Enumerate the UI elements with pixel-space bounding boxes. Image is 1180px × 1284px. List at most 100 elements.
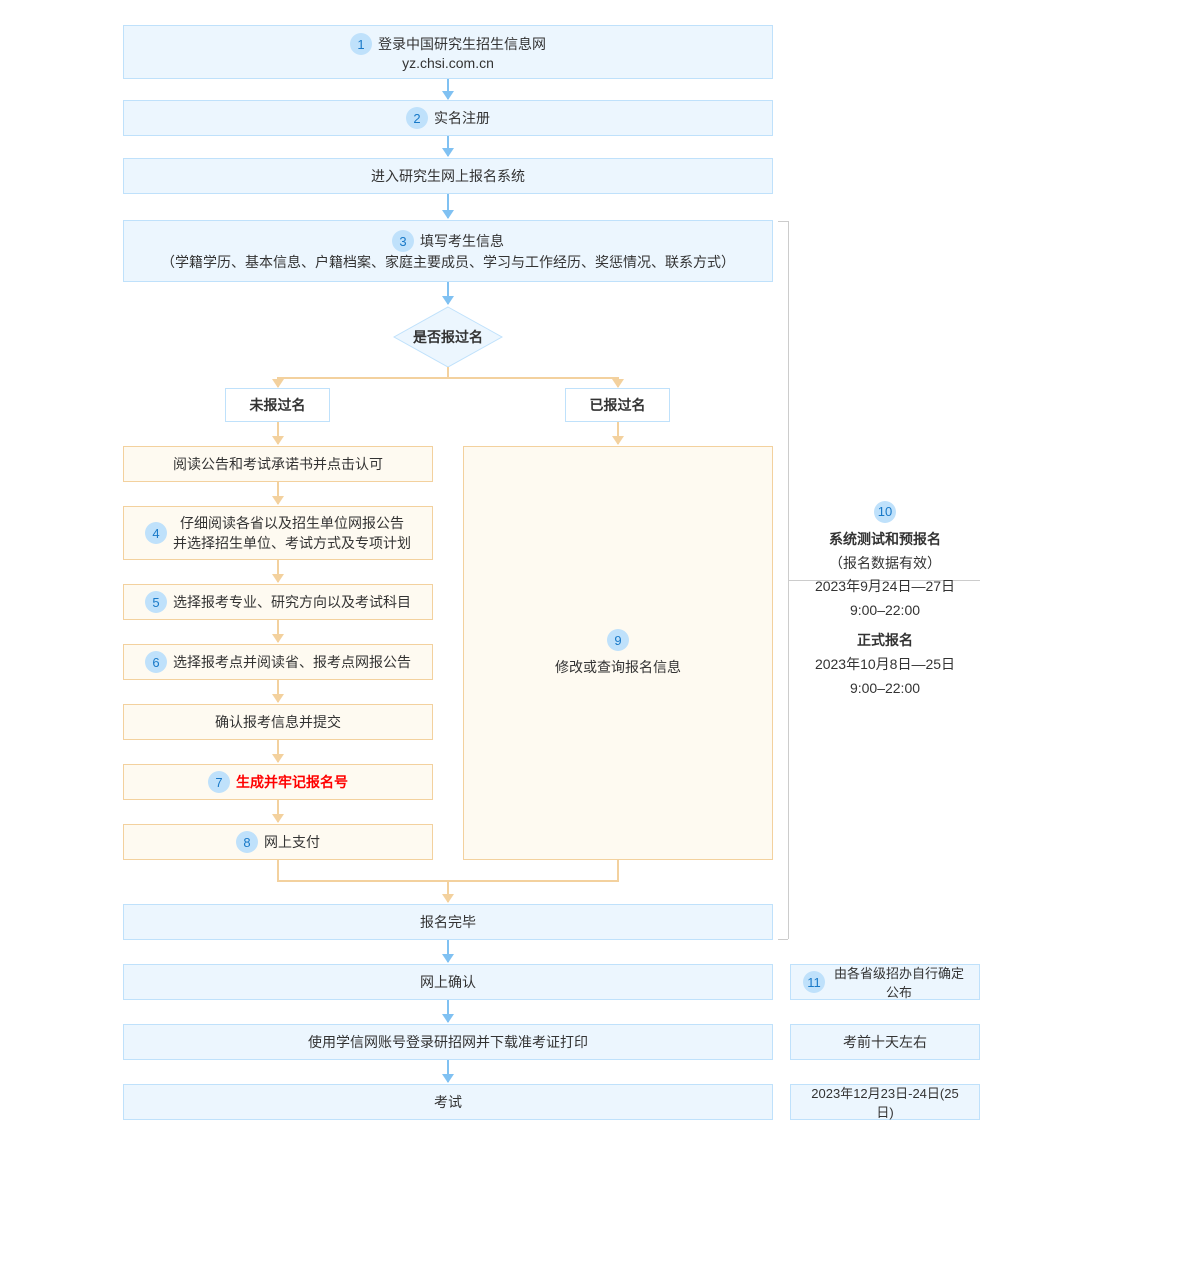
step-7-row: 7 生成并牢记报名号 [208,771,348,793]
left-l1-box: 阅读公告和考试承诺书并点击认可 [123,446,433,482]
side-11-text: 由各省级招办自行确定公布 [831,963,967,1001]
branch-right-box: 已报过名 [565,388,670,422]
merge-down [447,880,449,902]
step-4-line1: 仔细阅读各省以及招生单位网报公告 [173,513,411,533]
step-confirm-text: 网上确认 [420,972,476,992]
step-1-title-row: 1 登录中国研究生招生信息网 [350,33,546,55]
side-exam-box: 2023年12月23日-24日(25日) [790,1084,980,1120]
dec-down [447,367,449,377]
step-enter-box: 进入研究生网上报名系统 [123,158,773,194]
side-10-t5: 正式报名 [790,629,980,653]
arrow-s7-s8 [277,800,279,822]
bracket10-bot [778,939,788,940]
step-6-badge: 6 [145,651,167,673]
flowchart-container: 1 登录中国研究生招生信息网 yz.chsi.com.cn 2 实名注册 进入研… [0,0,1180,1284]
step-2-row: 2 实名注册 [406,107,490,129]
side-10-badge: 10 [874,501,896,523]
arrow-2b-3 [447,194,449,218]
step-6-title: 选择报考点并阅读省、报考点网报公告 [173,652,411,672]
decision-text: 是否报过名 [413,327,483,347]
decision-diamond: 是否报过名 [393,306,503,368]
arrow-conf-print [447,1000,449,1022]
arrow-bl-l1 [277,422,279,444]
merge-left-v [277,860,279,880]
arrow-s5-s6 [277,620,279,642]
branch-left-text: 未报过名 [250,395,306,415]
step-5-title: 选择报考专业、研究方向以及考试科目 [173,592,411,612]
step-2-badge: 2 [406,107,428,129]
arrow-br-r1 [617,422,619,444]
side-10-t6: 2023年10月8日—25日 [790,653,980,677]
step-2-title: 实名注册 [434,108,490,128]
step-7-badge: 7 [208,771,230,793]
arrow-3-dec [447,282,449,304]
step-7-box: 7 生成并牢记报名号 [123,764,433,800]
step-1-url: yz.chsi.com.cn [402,55,494,71]
arrow-1-2 [447,79,449,99]
branch-right-text: 已报过名 [590,395,646,415]
step-5-badge: 5 [145,591,167,613]
dec-split-h [277,377,619,379]
left-l1-text: 阅读公告和考试承诺书并点击认可 [173,454,383,474]
step-7-title: 生成并牢记报名号 [236,772,348,792]
branch-left-box: 未报过名 [225,388,330,422]
step-4-lines: 仔细阅读各省以及招生单位网报公告 并选择招生单位、考试方式及专项计划 [173,513,411,553]
step-3-badge: 3 [392,230,414,252]
step-done-box: 报名完毕 [123,904,773,940]
step-4-line2: 并选择招生单位、考试方式及专项计划 [173,533,411,553]
step-1-title: 登录中国研究生招生信息网 [378,34,546,54]
side-print-box: 考前十天左右 [790,1024,980,1060]
step-3-box: 3 填写考生信息 （学籍学历、基本信息、户籍档案、家庭主要成员、学习与工作经历、… [123,220,773,282]
step-6-box: 6 选择报考点并阅读省、报考点网报公告 [123,644,433,680]
step-8-title: 网上支付 [264,832,320,852]
step-9-box: 9 修改或查询报名信息 [463,446,773,860]
side-11-box: 11 由各省级招办自行确定公布 [790,964,980,1000]
side-10-t1: 系统测试和预报名 [790,528,980,552]
side-10-block: 10 系统测试和预报名 （报名数据有效） 2023年9月24日—27日 9:00… [790,500,980,700]
step-exam-text: 考试 [434,1092,462,1112]
arrow-s4-s5 [277,560,279,582]
step-4-row: 4 仔细阅读各省以及招生单位网报公告 并选择招生单位、考试方式及专项计划 [145,513,411,553]
step-4-box: 4 仔细阅读各省以及招生单位网报公告 并选择招生单位、考试方式及专项计划 [123,506,433,560]
step-2-box: 2 实名注册 [123,100,773,136]
dec-left-down [277,377,279,387]
left-l5-box: 确认报考信息并提交 [123,704,433,740]
left-l5-text: 确认报考信息并提交 [215,712,341,732]
step-print-box: 使用学信网账号登录研招网并下载准考证打印 [123,1024,773,1060]
step-5-row: 5 选择报考专业、研究方向以及考试科目 [145,591,411,613]
side-10-t2: （报名数据有效） [790,552,980,576]
side-exam-text: 2023年12月23日-24日(25日) [803,1083,967,1121]
side-11-row: 11 由各省级招办自行确定公布 [803,963,967,1001]
step-5-box: 5 选择报考专业、研究方向以及考试科目 [123,584,433,620]
arrow-print-exam [447,1060,449,1082]
side-10-t7: 9:00–22:00 [790,677,980,701]
step-confirm-box: 网上确认 [123,964,773,1000]
bracket10-top [778,221,788,222]
step-8-row: 8 网上支付 [236,831,320,853]
step-1-badge: 1 [350,33,372,55]
step-6-row: 6 选择报考点并阅读省、报考点网报公告 [145,651,411,673]
step-8-badge: 8 [236,831,258,853]
step-4-badge: 4 [145,522,167,544]
arrow-l1-s4 [277,482,279,504]
side-10-t4: 9:00–22:00 [790,599,980,623]
step-1-box: 1 登录中国研究生招生信息网 yz.chsi.com.cn [123,25,773,79]
arrow-s6-l5 [277,680,279,702]
step-9-title: 修改或查询报名信息 [555,657,681,677]
arrow-l5-s7 [277,740,279,762]
step-3-title: 填写考生信息 [420,231,504,251]
step-3-detail: （学籍学历、基本信息、户籍档案、家庭主要成员、学习与工作经历、奖惩情况、联系方式… [161,252,735,272]
arrow-2-2b [447,136,449,156]
side-10-t3: 2023年9月24日—27日 [790,575,980,599]
merge-right-v [617,860,619,880]
side-10-badge-row: 10 [790,500,980,524]
step-3-row: 3 填写考生信息 [392,230,504,252]
step-9-badge: 9 [607,629,629,651]
dec-right-down [617,377,619,387]
step-done-text: 报名完毕 [420,912,476,932]
side-11-badge: 11 [803,971,825,993]
step-print-text: 使用学信网账号登录研招网并下载准考证打印 [308,1032,588,1052]
step-exam-box: 考试 [123,1084,773,1120]
arrow-done-conf [447,940,449,962]
step-enter-title: 进入研究生网上报名系统 [371,166,525,186]
